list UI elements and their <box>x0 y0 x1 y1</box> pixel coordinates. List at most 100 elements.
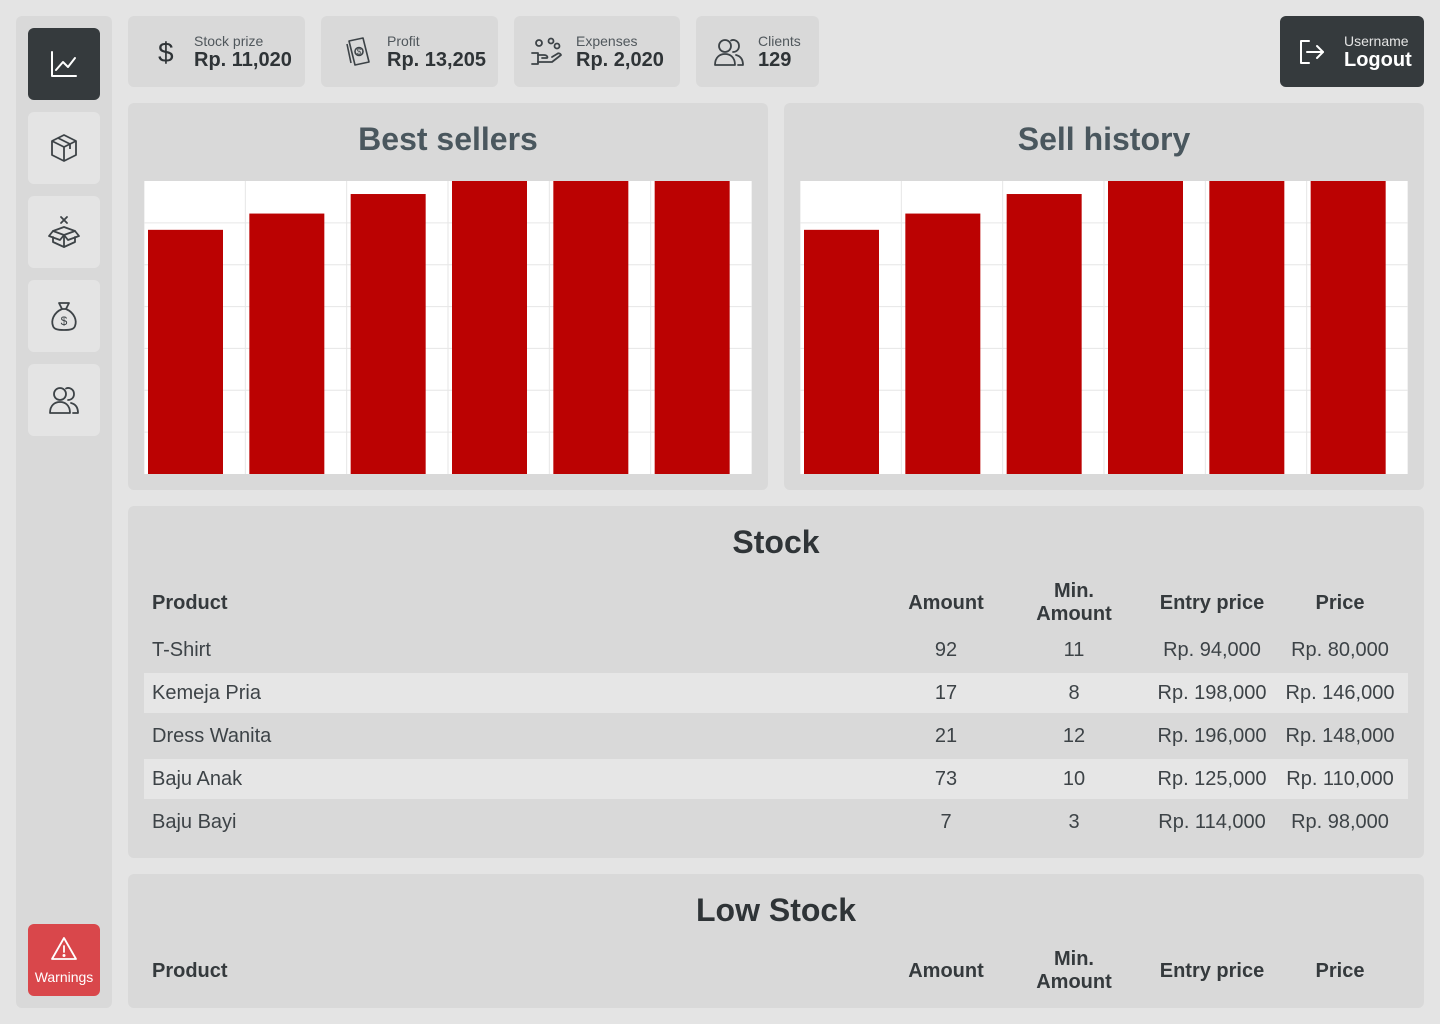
cell-price: Rp. 110,000 <box>1286 767 1394 790</box>
chart-line-icon <box>51 51 77 77</box>
stock-table-header: Product Amount Min. Amount Entry price P… <box>144 580 1408 625</box>
cell-product: T-Shirt <box>152 638 211 661</box>
warning-icon <box>51 937 77 960</box>
chart-bar <box>1310 181 1386 474</box>
best-sellers-chart <box>144 181 752 474</box>
chart-bar <box>452 181 527 474</box>
cell-price: Rp. 80,000 <box>1291 638 1389 661</box>
cell-entry-price: Rp. 196,000 <box>1157 724 1267 747</box>
col-entry-price: Entry price <box>1159 959 1265 982</box>
cell-entry-price: Rp. 198,000 <box>1157 681 1267 704</box>
sell-history-panel: Sell history <box>784 103 1424 490</box>
logout-label: Logout <box>1344 48 1412 71</box>
money-bag-icon: $ <box>51 302 77 331</box>
hand-coins-icon <box>531 37 562 65</box>
cell-entry-price: Rp. 94,000 <box>1163 638 1261 661</box>
sidebar-item-open-box[interactable] <box>28 196 100 268</box>
chart-bar <box>1006 194 1082 474</box>
logout-icon <box>1300 39 1324 64</box>
warnings-label: Warnings <box>34 969 94 985</box>
low-stock-title: Low Stock <box>695 892 856 928</box>
sidebar-item-products[interactable] <box>28 112 100 184</box>
cell-product: Dress Wanita <box>152 724 272 747</box>
col-amount: Amount <box>908 591 984 614</box>
cell-amount: 21 <box>934 724 958 747</box>
chart-bar <box>804 229 879 474</box>
cell-min-amount: 3 <box>1068 810 1080 833</box>
stat-value: 129 <box>758 48 792 71</box>
sidebar-item-money[interactable]: $ <box>28 280 100 352</box>
users-icon <box>714 38 744 66</box>
cell-amount: 7 <box>940 810 952 833</box>
cell-product: Baju Bayi <box>152 810 237 833</box>
table-row[interactable]: Baju Anak 73 10 Rp. 125,000 Rp. 110,000 <box>144 759 1408 799</box>
cash-icon: $ <box>346 36 370 66</box>
sidebar-item-dashboard[interactable] <box>28 28 100 100</box>
stat-label: Stock prize <box>194 32 264 49</box>
stat-label: Profit <box>387 32 420 49</box>
stat-value: Rp. 13,205 <box>387 48 486 71</box>
svg-text:$: $ <box>357 47 362 56</box>
col-amount: Amount <box>908 959 984 982</box>
col-min-amount: Min. Amount <box>1036 948 1112 993</box>
col-price: Price <box>1315 591 1365 614</box>
chart-bar <box>350 194 426 474</box>
cell-entry-price: Rp. 114,000 <box>1158 810 1266 833</box>
table-row[interactable]: Baju Bayi 7 3 Rp. 114,000 Rp. 98,000 <box>144 802 1408 842</box>
stat-profit: $ Profit Rp. 13,205 <box>321 16 498 87</box>
stock-title: Stock <box>732 524 820 560</box>
best-sellers-panel: Best sellers <box>128 103 768 490</box>
table-row[interactable]: T-Shirt 92 11 Rp. 94,000 Rp. 80,000 <box>144 630 1408 670</box>
box-icon <box>51 134 77 162</box>
users-icon <box>49 387 79 414</box>
chart-bar <box>1209 181 1285 474</box>
cell-price: Rp. 146,000 <box>1285 681 1395 704</box>
stat-expenses: Expenses Rp. 2,020 <box>514 16 680 87</box>
chart-title: Best sellers <box>358 121 538 157</box>
col-product: Product <box>152 591 228 614</box>
col-product: Product <box>152 959 228 982</box>
sidebar: $ Warnings <box>16 16 112 1008</box>
stat-label: Expenses <box>576 32 638 49</box>
chart-bar <box>1108 181 1183 474</box>
svg-text:$: $ <box>158 37 174 68</box>
table-row[interactable]: Dress Wanita 21 12 Rp. 196,000 Rp. 148,0… <box>144 716 1408 756</box>
sidebar-item-clients[interactable] <box>28 364 100 436</box>
stat-value: Rp. 2,020 <box>576 48 664 71</box>
stock-panel: Stock Product Amount Min. Amount Entry p… <box>128 506 1424 858</box>
warnings-button[interactable]: Warnings <box>28 924 100 996</box>
open-box-icon <box>48 216 80 248</box>
cell-price: Rp. 148,000 <box>1285 724 1395 747</box>
cell-amount: 17 <box>934 681 958 704</box>
col-min-amount: Min. Amount <box>1036 580 1112 625</box>
cell-min-amount: 10 <box>1062 767 1086 790</box>
stat-label: Clients <box>758 32 801 49</box>
cell-min-amount: 12 <box>1062 724 1086 747</box>
username-label: Username <box>1344 32 1409 49</box>
cell-entry-price: Rp. 125,000 <box>1157 767 1267 790</box>
cell-product: Kemeja Pria <box>152 681 261 704</box>
cell-amount: 73 <box>934 767 958 790</box>
cell-amount: 92 <box>934 638 958 661</box>
dollar-icon: $ <box>158 37 174 68</box>
cell-min-amount: 8 <box>1068 681 1080 704</box>
cell-price: Rp. 98,000 <box>1291 810 1389 833</box>
svg-text:$: $ <box>61 314 68 328</box>
stat-clients: Clients 129 <box>696 16 819 87</box>
stat-stock-prize: $ Stock prize Rp. 11,020 <box>128 16 305 87</box>
logout-button[interactable]: Username Logout <box>1280 16 1424 87</box>
col-price: Price <box>1315 959 1365 982</box>
chart-bar <box>249 213 325 474</box>
chart-bar <box>148 229 223 474</box>
sell-history-chart <box>800 181 1408 474</box>
chart-bar <box>654 181 730 474</box>
cell-product: Baju Anak <box>152 767 243 790</box>
cell-min-amount: 11 <box>1063 638 1085 661</box>
table-row[interactable]: Kemeja Pria 17 8 Rp. 198,000 Rp. 146,000 <box>144 673 1408 713</box>
stat-value: Rp. 11,020 <box>194 48 292 71</box>
low-stock-table-header: Product Amount Min. Amount Entry price P… <box>144 948 1408 993</box>
chart-bar <box>905 213 981 474</box>
chart-title: Sell history <box>1017 121 1191 157</box>
chart-bar <box>553 181 629 474</box>
low-stock-panel: Low Stock Product Amount Min. Amount Ent… <box>128 874 1424 1008</box>
